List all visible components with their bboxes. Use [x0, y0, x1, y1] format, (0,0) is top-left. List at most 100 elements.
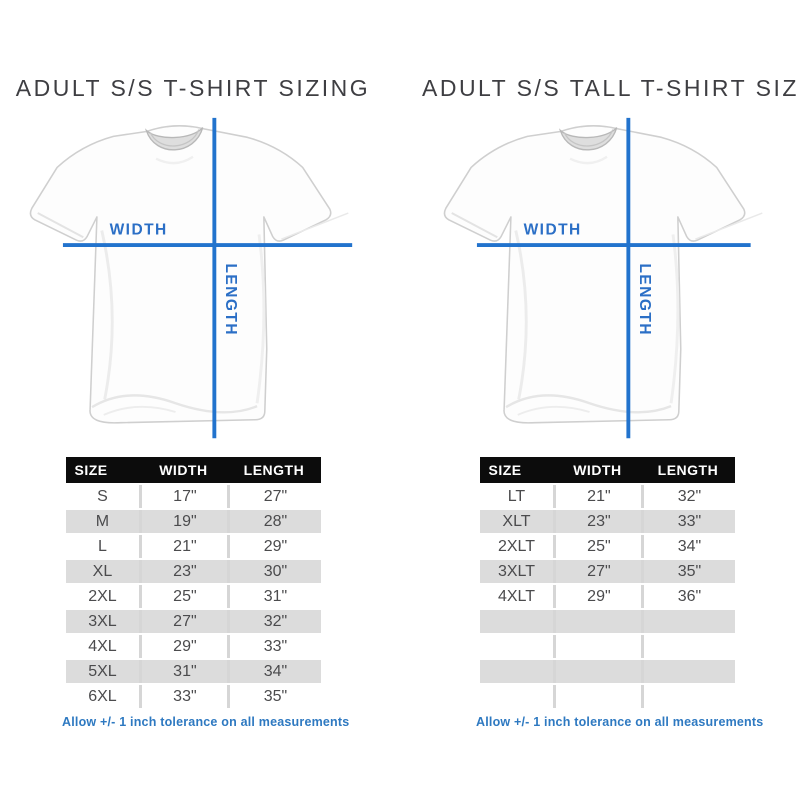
table-row: 5XL 31" 34": [65, 660, 321, 683]
wrinkle-hem-2: [103, 405, 176, 416]
cell-width: 23": [139, 560, 227, 583]
cell-size: [480, 635, 554, 658]
table-row: S 17" 27": [65, 485, 321, 508]
length-label: LENGTH: [222, 264, 239, 337]
panel-title-regular: ADULT S/S T-SHIRT SIZING: [15, 75, 371, 101]
wrinkle-left: [100, 230, 114, 400]
tshirt-diagram-regular: WIDTH LENGTH: [28, 110, 358, 455]
cell-length: 36": [641, 585, 734, 608]
cell-width: 31": [139, 660, 227, 683]
collar-band: [563, 129, 614, 147]
cell-length: [641, 610, 734, 633]
tshirt-body-shape: [443, 125, 746, 424]
cell-width: [553, 685, 641, 708]
cell-length: 34": [641, 535, 734, 558]
wrinkle-right: [669, 234, 680, 404]
sleeve-cuff-left: [37, 212, 84, 239]
cell-width: 19": [139, 510, 227, 533]
cell-size: 2XL: [88, 588, 117, 605]
cell-width: 25": [139, 585, 227, 608]
cell-length: 32": [227, 610, 320, 633]
table-row: 2XLT 25" 34": [479, 535, 735, 558]
table-row: 6XL 33" 35": [65, 685, 321, 708]
cell-length: 33": [641, 510, 734, 533]
panel-regular-sizing: ADULT S/S T-SHIRT SIZING: [8, 74, 378, 729]
cell-length: 29": [227, 535, 320, 558]
width-label: WIDTH: [110, 221, 168, 238]
tshirt-image: WIDTH LENGTH: [443, 117, 763, 439]
table-row-empty: [479, 635, 735, 658]
tolerance-note-regular: Allow +/- 1 inch tolerance on all measur…: [62, 715, 350, 729]
tshirt-image: WIDTH LENGTH: [29, 117, 353, 439]
cell-size: M: [95, 513, 110, 530]
cell-length: [641, 660, 734, 683]
cell-size: 3XL: [88, 613, 117, 630]
size-table-regular: SIZE WIDTH LENGTH S 17" 27" M 19" 28" L 21" 29…: [65, 457, 321, 708]
cell-length: 33": [227, 635, 320, 658]
header-length: LENGTH: [657, 462, 719, 478]
wrinkle-hem-1: [91, 394, 258, 414]
header-size: SIZE: [74, 462, 108, 478]
cell-length: [641, 685, 734, 708]
cell-length: [641, 635, 734, 658]
table-row-empty: [479, 660, 735, 683]
cell-width: 21": [553, 485, 641, 508]
cell-size: LT: [507, 488, 526, 505]
sleeve-cuff-left: [451, 212, 498, 239]
sleeve-cuff-right: [695, 212, 763, 240]
cell-size: S: [97, 488, 108, 505]
cell-size: [480, 685, 554, 708]
collar-shadow: [155, 155, 194, 165]
cell-width: 21": [139, 535, 227, 558]
table-row: 3XLT 27" 35": [479, 560, 735, 583]
cell-width: [553, 610, 641, 633]
table-row: 3XL 27" 32": [65, 610, 321, 633]
cell-width: 25": [553, 535, 641, 558]
cell-length: 30": [227, 560, 320, 583]
table-row: XL 23" 30": [65, 560, 321, 583]
cell-size: 3XLT: [497, 563, 535, 580]
cell-size: [480, 660, 554, 683]
cell-size: L: [98, 538, 107, 555]
table-header-row: SIZE WIDTH LENGTH: [65, 457, 321, 483]
tshirt-diagram-tall: WIDTH LENGTH: [442, 110, 772, 455]
cell-size: XL: [92, 563, 113, 580]
header-size: SIZE: [488, 462, 522, 478]
collar-opening: [144, 127, 204, 151]
panel-tall-sizing: ADULT S/S TALL T-SHIRT SIZING WIDTH: [400, 0, 800, 800]
cell-width: 23": [553, 510, 641, 533]
table-row: M 19" 28": [65, 510, 321, 533]
table-row: 2XL 25" 31": [65, 585, 321, 608]
tolerance-note-tall: Allow +/- 1 inch tolerance on all measur…: [476, 715, 764, 729]
cell-size: [480, 610, 554, 633]
panel-regular-inner: ADULT S/S T-SHIRT SIZING: [8, 74, 378, 729]
cell-size: 6XL: [88, 688, 117, 705]
wrinkle-left: [514, 230, 528, 400]
table-row: 4XL 29" 33": [65, 635, 321, 658]
length-label: LENGTH: [636, 264, 653, 337]
cell-length: 34": [227, 660, 320, 683]
cell-length: 31": [227, 585, 320, 608]
wrinkle-hem-2: [517, 405, 590, 416]
cell-width: 27": [139, 610, 227, 633]
cell-width: 29": [139, 635, 227, 658]
cell-width: 29": [553, 585, 641, 608]
collar-opening: [558, 127, 618, 151]
size-table-tall: SIZE WIDTH LENGTH LT 21" 32" XLT 23" 33" 2XL…: [479, 457, 735, 708]
table-row-empty: [479, 685, 735, 708]
collar-shadow: [569, 155, 608, 165]
cell-width: 33": [139, 685, 227, 708]
table-row: LT 21" 32": [479, 485, 735, 508]
cell-size: 5XL: [88, 663, 117, 680]
panel-title-tall: ADULT S/S TALL T-SHIRT SIZING: [422, 75, 800, 101]
width-label: WIDTH: [524, 221, 582, 238]
collar-band: [149, 129, 200, 147]
header-width: WIDTH: [159, 462, 208, 478]
table-row: 4XLT 29" 36": [479, 585, 735, 608]
cell-length: 27": [227, 485, 320, 508]
cell-size: XLT: [502, 513, 531, 530]
table-row-empty: [479, 610, 735, 633]
cell-width: 17": [139, 485, 227, 508]
table-row: L 21" 29": [65, 535, 321, 558]
